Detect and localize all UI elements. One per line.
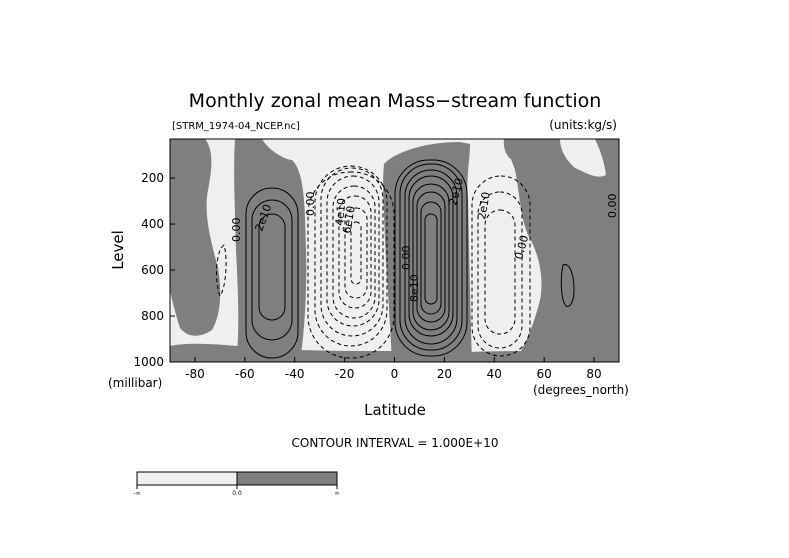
contour-pos-t-3 [404, 169, 458, 345]
y-tick-label: 400 [141, 217, 164, 231]
contour-neg-s-7 [344, 207, 368, 299]
contour-south-1 [245, 187, 299, 359]
label-north-2e10: 2e10 [475, 191, 493, 221]
units-label: (units:kg/s) [549, 118, 617, 132]
surface-strip [170, 343, 619, 362]
colorbar-label-min: -∞ [133, 490, 140, 497]
x-axis-label: Latitude [364, 401, 426, 419]
label-trop-8e10: 8e10 [408, 274, 421, 302]
label-south-zero: 0.00 [230, 218, 243, 243]
x-tick-label: 80 [586, 367, 601, 381]
southern-positive-cell [245, 187, 299, 359]
contour-south-2 [251, 199, 293, 341]
negative-region-northern-patch [560, 139, 606, 177]
file-label: [STRM_1974-04_NCEP.nc] [172, 121, 300, 132]
y-unit-label: (millibar) [108, 376, 162, 390]
colorbar-label-max: ∞ [335, 490, 340, 497]
positive-region-north-high-lat [503, 139, 530, 160]
label-trop-zero: 0.00 [400, 246, 413, 271]
x-axis-ticks: -80 -60 -40 -20 0 20 40 60 80 [185, 357, 602, 381]
x-tick-label: 40 [487, 367, 502, 381]
label-north-zero: 0.00 [512, 234, 531, 261]
contour-pos-t-1 [394, 159, 468, 357]
contour-neg-s-2 [314, 165, 388, 347]
positive-region-south-midlat [234, 139, 307, 362]
contour-neg-s-5 [332, 185, 376, 319]
y-tick-label: 800 [141, 309, 164, 323]
contour-neg-s-4 [326, 175, 380, 327]
x-tick-label: -40 [285, 367, 305, 381]
x-tick-label: 0 [391, 367, 399, 381]
contour-south-3 [258, 213, 286, 321]
label-neg-6e10: 6e10 [340, 205, 358, 235]
y-tick-label: 600 [141, 263, 164, 277]
positive-small-cell [560, 264, 575, 307]
contour-pos-t-6 [416, 191, 446, 323]
contour-neg-s-6 [338, 195, 372, 309]
x-tick-label: 20 [437, 367, 452, 381]
x-unit-label: (degrees_north) [533, 383, 629, 397]
contour-neg-s-1 [307, 171, 395, 359]
positive-region-south-polar [170, 139, 221, 336]
y-axis-label: Level [109, 230, 127, 270]
x-tick-label: -60 [235, 367, 255, 381]
contour-neg-n-2 [477, 191, 523, 349]
x-tick-label: -20 [335, 367, 355, 381]
positive-region-north-polar [504, 139, 619, 362]
southern-negative-cell [307, 165, 395, 359]
label-zero-left: 0.00 [304, 192, 317, 217]
tropical-positive-cell [394, 159, 468, 357]
contour-pos-t-2 [399, 163, 463, 351]
contour-neg-n-1 [471, 175, 531, 357]
label-neg-4e10: 4e10 [333, 197, 348, 226]
colorbar-positive [236, 471, 338, 486]
y-axis-ticks: 200 400 600 800 1000 [133, 171, 175, 369]
contour-neg-s-3 [320, 167, 384, 337]
y-tick-label: 1000 [133, 355, 164, 369]
colorbar: -∞ 0.0 ∞ [133, 471, 340, 497]
y-tick-label: 200 [141, 171, 164, 185]
contour-pos-t-8 [424, 213, 438, 305]
contour-labels: 2e10 0.00 0.00 6e10 4e10 0.00 8e10 2e10 … [230, 177, 619, 302]
x-tick-label: -80 [185, 367, 205, 381]
x-tick-label: 60 [537, 367, 552, 381]
northern-negative-cell [471, 175, 531, 357]
contour-neg-n-3 [484, 209, 516, 335]
label-edge-zero: 0.00 [606, 194, 619, 219]
contour-interval-label: CONTOUR INTERVAL = 1.000E+10 [292, 436, 499, 450]
contour-neg-s-8 [350, 221, 362, 285]
colorbar-negative [136, 471, 238, 486]
contour-pos-t-4 [408, 175, 454, 337]
plot-area: 2e10 0.00 0.00 6e10 4e10 0.00 8e10 2e10 … [170, 139, 619, 362]
chart-title: Monthly zonal mean Mass−stream function [189, 90, 602, 112]
positive-region-tropics [383, 142, 472, 362]
colorbar-label-zero: 0.0 [232, 490, 242, 497]
contour-pos-t-5 [412, 183, 450, 331]
contour-pos-t-7 [420, 201, 442, 315]
